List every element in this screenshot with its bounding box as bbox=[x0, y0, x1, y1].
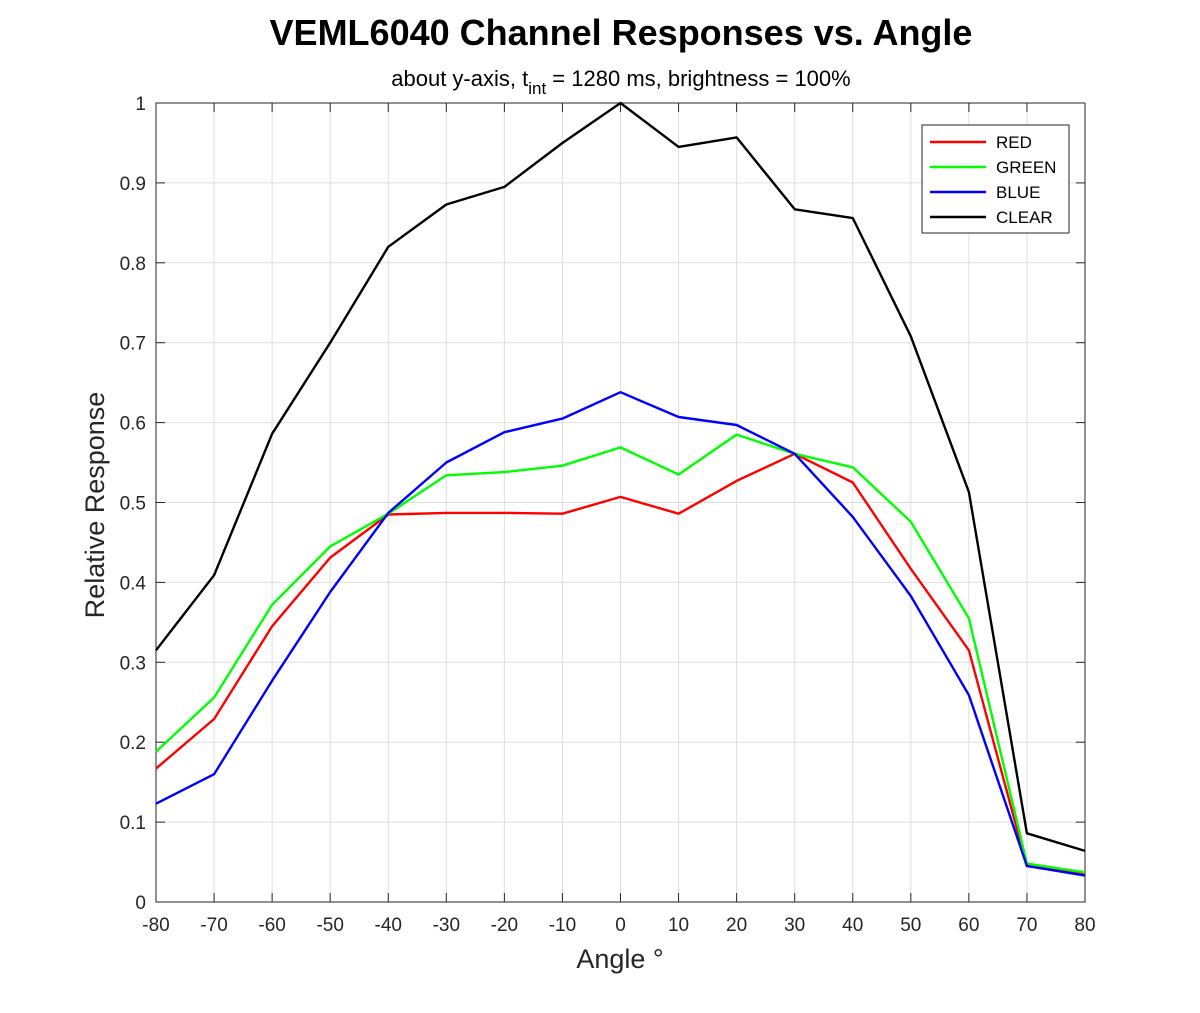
subtitle-subscript: int bbox=[528, 79, 546, 98]
axis-ticks: -80 -70 -60 -50 -40 -30 -20 -10 0 10 20 30 40 50 60 70 8… bbox=[120, 94, 1096, 936]
chart-subtitle: about y-axis, tint = 1280 ms, brightness… bbox=[391, 66, 850, 98]
legend: RED GREEN BLUE CLEAR bbox=[921, 124, 1070, 234]
x-tick-label: -20 bbox=[491, 915, 518, 936]
y-axis-label: Relative Response bbox=[80, 392, 110, 619]
y-tick-label: 1 bbox=[135, 94, 146, 115]
y-tick-label: 0.2 bbox=[120, 733, 146, 754]
series-line-red bbox=[155, 452, 1086, 876]
legend-label-green: GREEN bbox=[996, 158, 1056, 177]
series-line-green bbox=[155, 433, 1086, 874]
y-tick-label: 0.3 bbox=[120, 653, 146, 674]
x-tick-label: -30 bbox=[433, 915, 460, 936]
x-axis-label: Angle ° bbox=[576, 944, 663, 974]
y-tick-label: 0.7 bbox=[120, 334, 146, 355]
x-tick-label: -70 bbox=[200, 915, 227, 936]
legend-label-clear: CLEAR bbox=[996, 208, 1053, 227]
x-tick-label: 20 bbox=[726, 915, 747, 936]
series-line-blue bbox=[155, 391, 1086, 877]
x-tick-label: 60 bbox=[958, 915, 979, 936]
y-tick-label: 0 bbox=[135, 893, 146, 914]
x-tick-label: 10 bbox=[668, 915, 689, 936]
x-tick-label: -60 bbox=[258, 915, 285, 936]
subtitle-prefix: about y-axis, t bbox=[391, 66, 528, 91]
x-tick-label: 0 bbox=[615, 915, 626, 936]
x-tick-label: -50 bbox=[316, 915, 343, 936]
y-tick-label: 0.6 bbox=[120, 414, 146, 435]
y-tick-label: 0.8 bbox=[120, 254, 146, 275]
y-tick-label: 0.4 bbox=[120, 573, 147, 594]
x-tick-label: 50 bbox=[900, 915, 921, 936]
y-tick-label: 0.9 bbox=[120, 174, 146, 195]
x-tick-label: 30 bbox=[784, 915, 805, 936]
x-tick-label: -10 bbox=[549, 915, 576, 936]
legend-label-red: RED bbox=[996, 133, 1032, 152]
subtitle-suffix: = 1280 ms, brightness = 100% bbox=[546, 66, 851, 91]
x-tick-label: -80 bbox=[142, 915, 169, 936]
x-tick-label: 80 bbox=[1074, 915, 1095, 936]
series-line-clear bbox=[155, 101, 1086, 853]
x-tick-label: 40 bbox=[842, 915, 863, 936]
y-tick-label: 0.5 bbox=[120, 494, 146, 515]
series-lines bbox=[155, 101, 1086, 877]
chart-title: VEML6040 Channel Responses vs. Angle bbox=[270, 12, 973, 53]
x-tick-label: 70 bbox=[1016, 915, 1037, 936]
y-tick-label: 0.1 bbox=[120, 813, 146, 834]
x-tick-label: -40 bbox=[375, 915, 402, 936]
legend-label-blue: BLUE bbox=[996, 183, 1040, 202]
